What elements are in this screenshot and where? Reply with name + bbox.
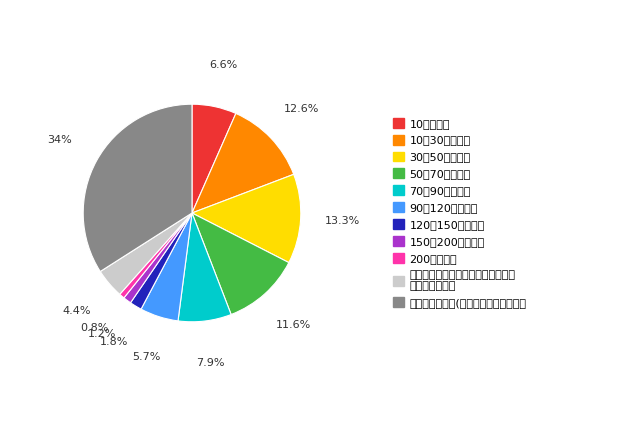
Wedge shape: [178, 213, 231, 322]
Text: 4.4%: 4.4%: [63, 306, 92, 316]
Text: 5.7%: 5.7%: [132, 352, 161, 362]
Wedge shape: [192, 113, 294, 213]
Wedge shape: [100, 213, 192, 294]
Wedge shape: [120, 213, 192, 298]
Text: 11.6%: 11.6%: [275, 320, 310, 330]
Text: 1.8%: 1.8%: [100, 337, 128, 347]
Wedge shape: [141, 213, 192, 321]
Wedge shape: [192, 213, 289, 314]
Wedge shape: [192, 174, 301, 262]
Text: 1.2%: 1.2%: [88, 329, 116, 339]
Wedge shape: [83, 104, 192, 271]
Text: 0.8%: 0.8%: [81, 323, 109, 334]
Text: 6.6%: 6.6%: [209, 60, 237, 70]
Text: 12.6%: 12.6%: [284, 104, 319, 114]
Legend: 10万円未満, 10～30万円未満, 30～50万円未満, 50～70万円未満, 70～90万円未満, 90～120万円未満, 120～150万円未満, 150: 10万円未満, 10～30万円未満, 30～50万円未満, 50～70万円未満,…: [390, 115, 530, 311]
Wedge shape: [131, 213, 192, 309]
Text: 7.9%: 7.9%: [196, 358, 224, 368]
Text: 13.3%: 13.3%: [325, 216, 360, 226]
Text: 34%: 34%: [47, 135, 72, 145]
Wedge shape: [192, 104, 236, 213]
Wedge shape: [124, 213, 192, 303]
